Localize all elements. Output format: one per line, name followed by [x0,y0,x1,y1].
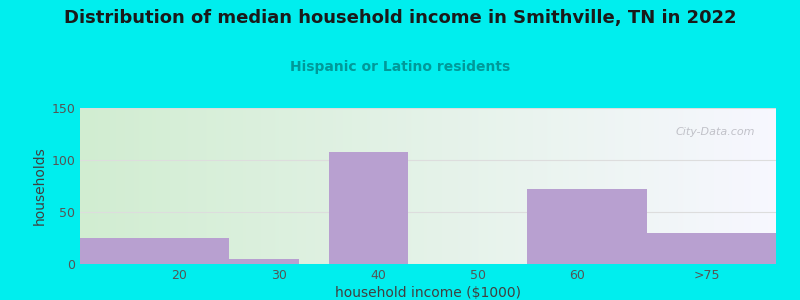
Text: Hispanic or Latino residents: Hispanic or Latino residents [290,60,510,74]
Bar [80,238,229,264]
Y-axis label: households: households [33,147,47,225]
X-axis label: household income ($1000): household income ($1000) [335,286,521,300]
Text: City-Data.com: City-Data.com [676,127,755,137]
Bar [646,233,776,264]
Bar [329,152,408,264]
Bar [527,189,646,264]
Bar [229,259,298,264]
Text: Distribution of median household income in Smithville, TN in 2022: Distribution of median household income … [64,9,736,27]
